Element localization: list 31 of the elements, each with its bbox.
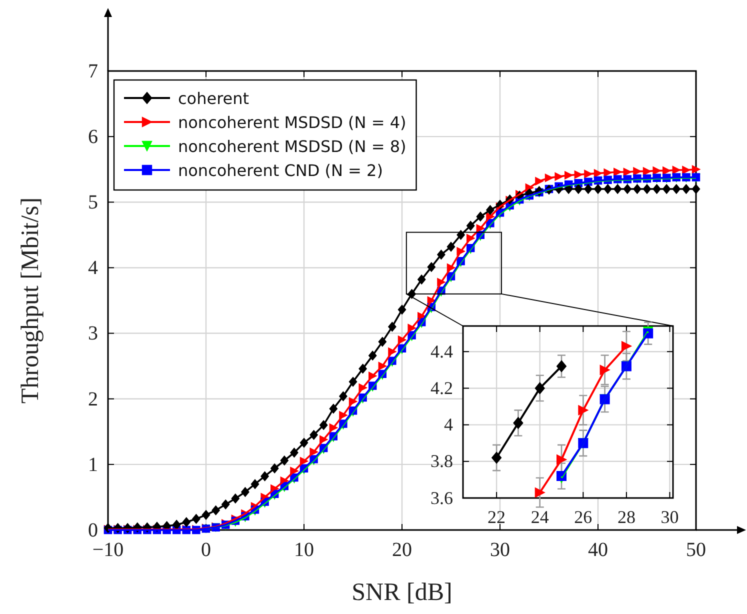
y-tick-label: 4.4 — [430, 341, 453, 362]
y-tick-label: 3.8 — [430, 451, 453, 472]
x-tick-label: 28 — [617, 506, 636, 527]
y-axis-title: Throughput [Mbit/s] — [17, 197, 44, 404]
x-tick-label: 30 — [660, 506, 679, 527]
x-tick-label: 10 — [294, 539, 314, 562]
y-tick-label: 1 — [88, 454, 98, 476]
legend-label: noncoherent CND (N = 2) — [178, 161, 383, 180]
x-tick-label: 24 — [530, 506, 549, 527]
x-tick-label: 30 — [490, 539, 510, 562]
y-tick-label: 4 — [88, 257, 98, 280]
legend-label: noncoherent MSDSD (N = 4) — [178, 113, 406, 132]
x-tick-label: 0 — [201, 539, 211, 562]
y-tick-label: 4.2 — [430, 378, 453, 398]
y-tick-label: 2 — [88, 388, 98, 410]
x-axis-title: SNR [dB] — [352, 579, 452, 606]
x-tick-label: 50 — [686, 539, 706, 562]
x-tick-label: −10 — [92, 539, 124, 562]
legend-label: coherent — [178, 89, 250, 108]
y-tick-label: 4 — [444, 414, 453, 435]
legend-label: noncoherent MSDSD (N = 8) — [178, 137, 406, 156]
x-tick-label: 40 — [588, 539, 608, 562]
y-tick-label: 7 — [88, 60, 98, 82]
y-tick-label: 3 — [88, 322, 98, 345]
x-tick-label: 22 — [488, 506, 506, 527]
point — [534, 488, 545, 498]
y-tick-label: 6 — [88, 126, 98, 148]
y-tick-label: 5 — [88, 192, 98, 214]
x-tick-label: 26 — [574, 506, 592, 527]
x-tick-label: 20 — [392, 539, 412, 562]
y-tick-label: 3.6 — [430, 488, 453, 508]
